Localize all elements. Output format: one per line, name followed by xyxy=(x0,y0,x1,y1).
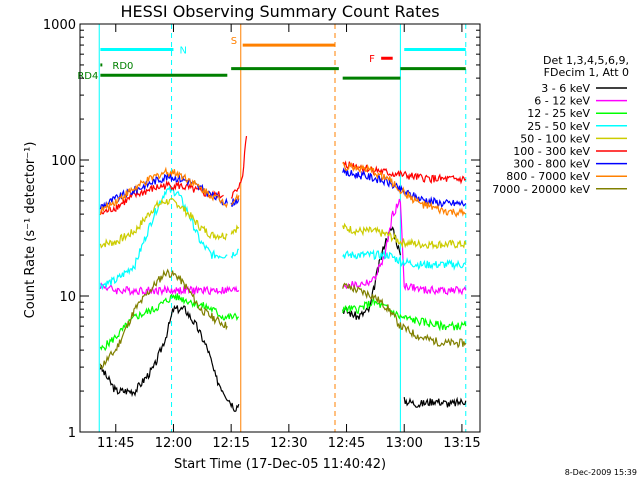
series-line-800-7000-kev xyxy=(99,166,228,215)
x-tick-label: 12:00 xyxy=(155,436,192,451)
flag-label-rd4: RD4 xyxy=(77,71,98,82)
generated-timestamp: 8-Dec-2009 15:39 xyxy=(565,468,637,477)
count-rate-series xyxy=(99,136,467,413)
x-tick-label: 11:45 xyxy=(97,436,134,451)
legend-label: 800 - 7000 keV xyxy=(506,170,590,183)
flag-label-n: N xyxy=(179,45,186,56)
series-line-7000-20000-kev xyxy=(342,282,467,349)
series-line-800-7000-kev xyxy=(230,193,240,206)
chart-title: HESSI Observing Summary Count Rates xyxy=(120,2,439,21)
legend-label: 50 - 100 keV xyxy=(520,132,590,145)
series-50-100-kev xyxy=(99,197,467,250)
legend-item-7000-20000-kev: 7000 - 20000 keV xyxy=(492,183,627,196)
series-line-25-50-kev xyxy=(342,248,467,271)
series-line-3-6-kev xyxy=(403,396,467,409)
legend-label: 6 - 12 keV xyxy=(534,95,590,108)
series-25-50-kev xyxy=(99,185,467,291)
series-line-7000-20000-kev xyxy=(99,268,228,370)
series-line-800-7000-kev xyxy=(342,162,467,218)
legend-item-300-800-kev: 300 - 800 keV xyxy=(513,158,627,171)
axes: 11:45 12:00 12:15 12:30 12:45 13:00 13:15 1 10 10… xyxy=(43,18,481,451)
flag-bars: N S F RD0 RD4 xyxy=(77,36,466,82)
x-tick-label: 12:45 xyxy=(328,436,365,451)
series-line-6-12-kev xyxy=(99,282,240,297)
x-tick-label: 12:30 xyxy=(270,436,307,451)
series-line-100-300-kev xyxy=(342,160,467,185)
y-tick-label: 1000 xyxy=(43,18,76,33)
series-line-25-50-kev xyxy=(230,248,239,260)
series-line-12-25-kev xyxy=(342,296,467,332)
x-tick-label: 13:15 xyxy=(443,436,480,451)
x-tick-label: 12:15 xyxy=(212,436,249,451)
legend: Det 1,3,4,5,6,9,FDecim 1, Att 0 3 - 6 keV… xyxy=(492,54,629,196)
legend-item-100-300-kev: 100 - 300 keV xyxy=(513,145,627,158)
series-line-12-25-kev xyxy=(99,293,239,352)
series-12-25-kev xyxy=(99,293,467,352)
series-line-100-300-kev xyxy=(230,136,248,199)
series-line-3-6-kev xyxy=(99,304,240,413)
series-6-12-kev xyxy=(99,198,467,297)
legend-label: 100 - 300 keV xyxy=(513,145,590,158)
x-axis-label: Start Time (17-Dec-05 11:40:42) xyxy=(174,457,386,472)
series-line-6-12-kev xyxy=(342,198,467,296)
flag-label-s: S xyxy=(231,36,237,47)
series-line-50-100-kev xyxy=(230,224,240,235)
y-tick-label: 1 xyxy=(68,426,76,441)
legend-item-25-50-kev: 25 - 50 keV xyxy=(527,120,627,133)
legend-item-3-6-kev: 3 - 6 keV xyxy=(541,82,627,95)
legend-label: 3 - 6 keV xyxy=(541,82,590,95)
legend-label: 7000 - 20000 keV xyxy=(492,183,590,196)
x-tick-label: 13:00 xyxy=(385,436,422,451)
plot-frame xyxy=(79,23,481,433)
legend-label: 25 - 50 keV xyxy=(527,120,590,133)
flag-label-f: F xyxy=(369,54,375,65)
legend-label: 300 - 800 keV xyxy=(513,158,590,171)
legend-header-line: Det 1,3,4,5,6,9, xyxy=(543,54,629,67)
legend-header-line: FDecim 1, Att 0 xyxy=(544,66,629,79)
series-line-25-50-kev xyxy=(99,185,228,291)
legend-item-50-100-kev: 50 - 100 keV xyxy=(520,132,627,145)
series-line-50-100-kev xyxy=(342,222,467,250)
flag-label-rd0: RD0 xyxy=(112,61,133,72)
series-800-7000-kev xyxy=(99,162,467,218)
series-7000-20000-kev xyxy=(99,268,467,370)
series-line-50-100-kev xyxy=(99,197,228,249)
legend-item-6-12-kev: 6 - 12 keV xyxy=(534,95,627,108)
y-tick-label: 100 xyxy=(51,154,76,169)
y-axis-label: Count Rate (s⁻¹ detector⁻¹) xyxy=(23,142,38,319)
legend-item-12-25-kev: 12 - 25 keV xyxy=(527,107,627,120)
vertical-marker-lines xyxy=(98,24,467,432)
y-tick-label: 10 xyxy=(59,290,76,305)
legend-item-800-7000-kev: 800 - 7000 keV xyxy=(506,170,627,183)
legend-label: 12 - 25 keV xyxy=(527,107,590,120)
